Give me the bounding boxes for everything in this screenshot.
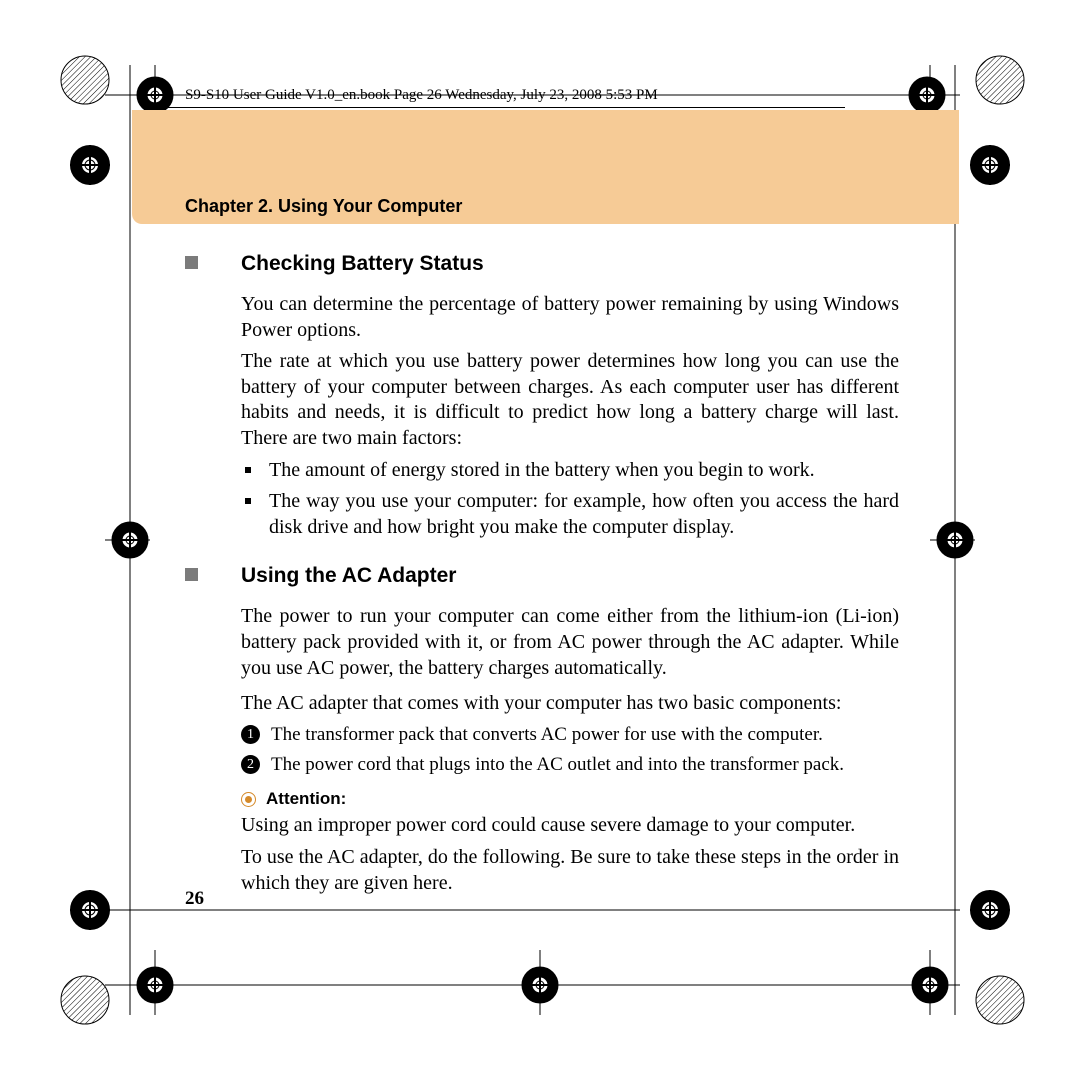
running-head-rule xyxy=(155,107,845,108)
battery-bullet-2: The way you use your computer: for examp… xyxy=(263,489,899,540)
attention-icon xyxy=(241,792,256,807)
page-number: 26 xyxy=(185,888,204,910)
battery-p2: The rate at which you use battery power … xyxy=(241,349,899,451)
circled-number-2-icon: 2 xyxy=(241,755,260,774)
ac-num-1: 1The transformer pack that converts AC p… xyxy=(241,723,899,747)
circled-number-1-icon: 1 xyxy=(241,725,260,744)
section-heading-ac: Using the AC Adapter xyxy=(185,564,899,588)
battery-bullet-list: The amount of energy stored in the batte… xyxy=(241,458,899,541)
attention-text: Using an improper power cord could cause… xyxy=(241,813,899,839)
content-area: Checking Battery Status You can determin… xyxy=(185,252,899,902)
running-head-text: S9-S10 User Guide V1.0_en.book Page 26 W… xyxy=(185,87,658,103)
ac-p1: The power to run your computer can come … xyxy=(241,604,899,681)
attention-label: Attention: xyxy=(266,789,346,809)
ac-numbered-list: 1The transformer pack that converts AC p… xyxy=(241,723,899,778)
attention-body: Using an improper power cord could cause… xyxy=(241,813,899,896)
section-heading-ac-text: Using the AC Adapter xyxy=(241,564,456,588)
square-bullet-icon xyxy=(185,256,198,269)
running-head: S9-S10 User Guide V1.0_en.book Page 26 W… xyxy=(185,87,825,104)
ac-num-2: 2The power cord that plugs into the AC o… xyxy=(241,753,899,777)
section-heading-battery: Checking Battery Status xyxy=(185,252,899,276)
page: S9-S10 User Guide V1.0_en.book Page 26 W… xyxy=(0,0,1080,1080)
battery-p1: You can determine the percentage of batt… xyxy=(241,292,899,343)
section-ac-body: The power to run your computer can come … xyxy=(241,604,899,777)
section-heading-battery-text: Checking Battery Status xyxy=(241,252,484,276)
attention-row: Attention: xyxy=(241,789,899,809)
chapter-title: Chapter 2. Using Your Computer xyxy=(185,196,462,217)
square-bullet-icon xyxy=(185,568,198,581)
section-battery-body: You can determine the percentage of batt… xyxy=(241,292,899,540)
ac-p2: The AC adapter that comes with your comp… xyxy=(241,691,899,717)
battery-bullet-1: The amount of energy stored in the batte… xyxy=(263,458,899,484)
ac-p3: To use the AC adapter, do the following.… xyxy=(241,845,899,896)
